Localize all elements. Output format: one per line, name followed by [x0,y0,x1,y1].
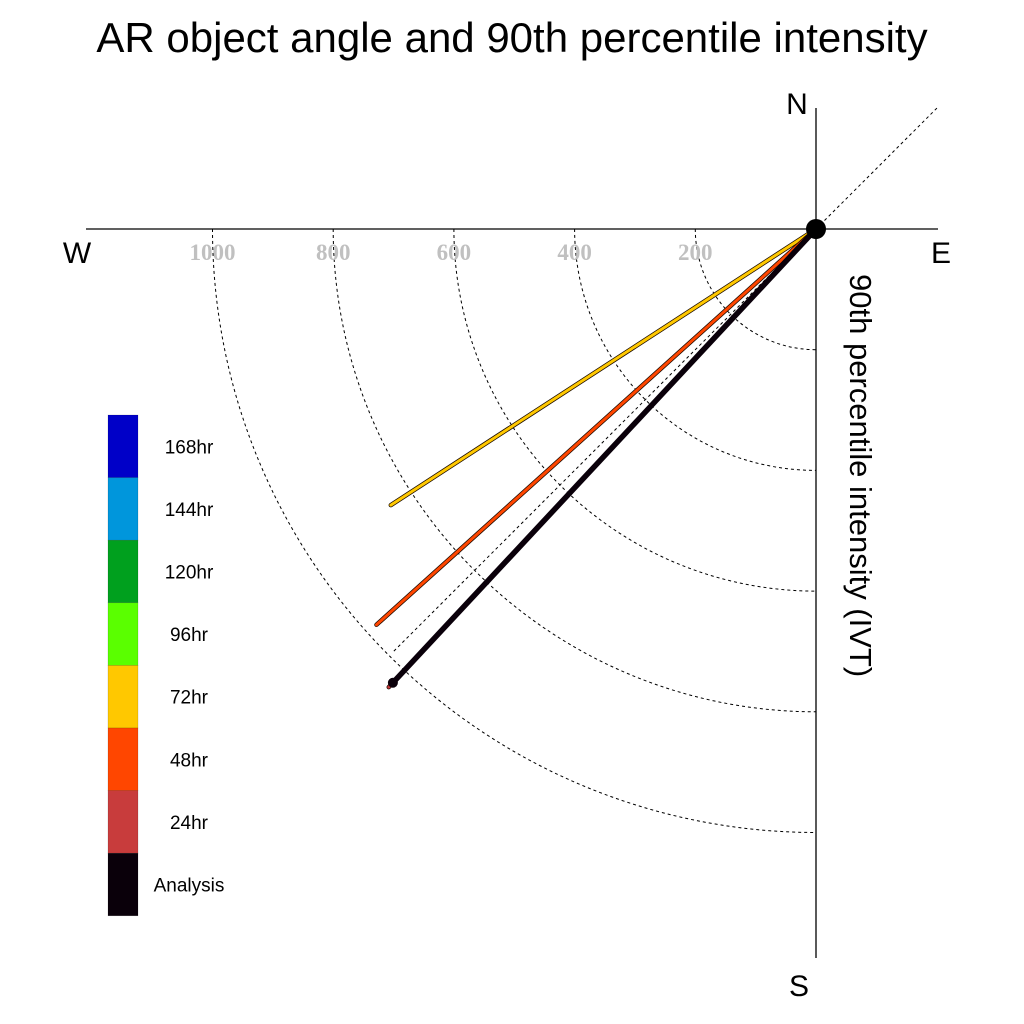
tick-labels: 200 400 600 800 1000 [190,240,713,265]
series-48hr [374,226,819,627]
tick-label-800: 800 [316,240,351,265]
tick-label-1000: 1000 [190,240,236,265]
legend-swatch-48hr [107,727,139,791]
radial-axis-title: 90th percentile intensity (IVT) [843,274,878,677]
legend-label-144hr: 144hr [165,500,214,521]
legend-label-168hr: 168hr [165,437,214,458]
axes-layer [86,106,939,958]
origin-marker [806,219,826,239]
series-72hr [388,226,819,508]
grid-arc-200 [694,228,817,351]
chart-title: AR object angle and 90th percentile inte… [96,14,928,61]
legend-label-96hr: 96hr [170,625,209,646]
legend: 168hr 144hr 120hr 96hr 72hr 48hr 24hr Analysis [107,414,225,917]
tick-label-200: 200 [678,240,713,265]
legend-label-120hr: 120hr [165,563,214,584]
legend-label-72hr: 72hr [170,688,209,709]
legend-swatch-analysis [107,852,139,917]
legend-label-48hr: 48hr [170,750,209,771]
legend-swatch-72hr [107,665,139,729]
legend-swatch-96hr [107,602,139,666]
series-analysis [387,226,819,688]
north-label: N [786,88,808,121]
series-lines [374,226,819,690]
sw-diagonal-line [391,228,817,654]
ne-diagonal-line [815,106,939,230]
east-label: E [931,237,951,270]
south-label: S [789,970,809,1003]
legend-swatch-120hr [107,539,139,604]
west-label: W [63,237,92,270]
grid-arc-1000 [212,228,817,833]
legend-swatch-144hr [107,477,139,541]
legend-label-analysis: Analysis [154,876,225,897]
series-line-analysis [390,226,819,686]
series-line-48hr [374,227,818,627]
series-endpoint-analysis [387,677,398,688]
grid-arc-400 [574,228,817,471]
series-line-72hr [389,227,818,507]
tick-label-600: 600 [437,240,472,265]
legend-swatch-168hr [107,414,139,478]
legend-swatch-24hr [107,790,139,854]
tick-label-400: 400 [557,240,592,265]
legend-label-24hr: 24hr [170,813,209,834]
